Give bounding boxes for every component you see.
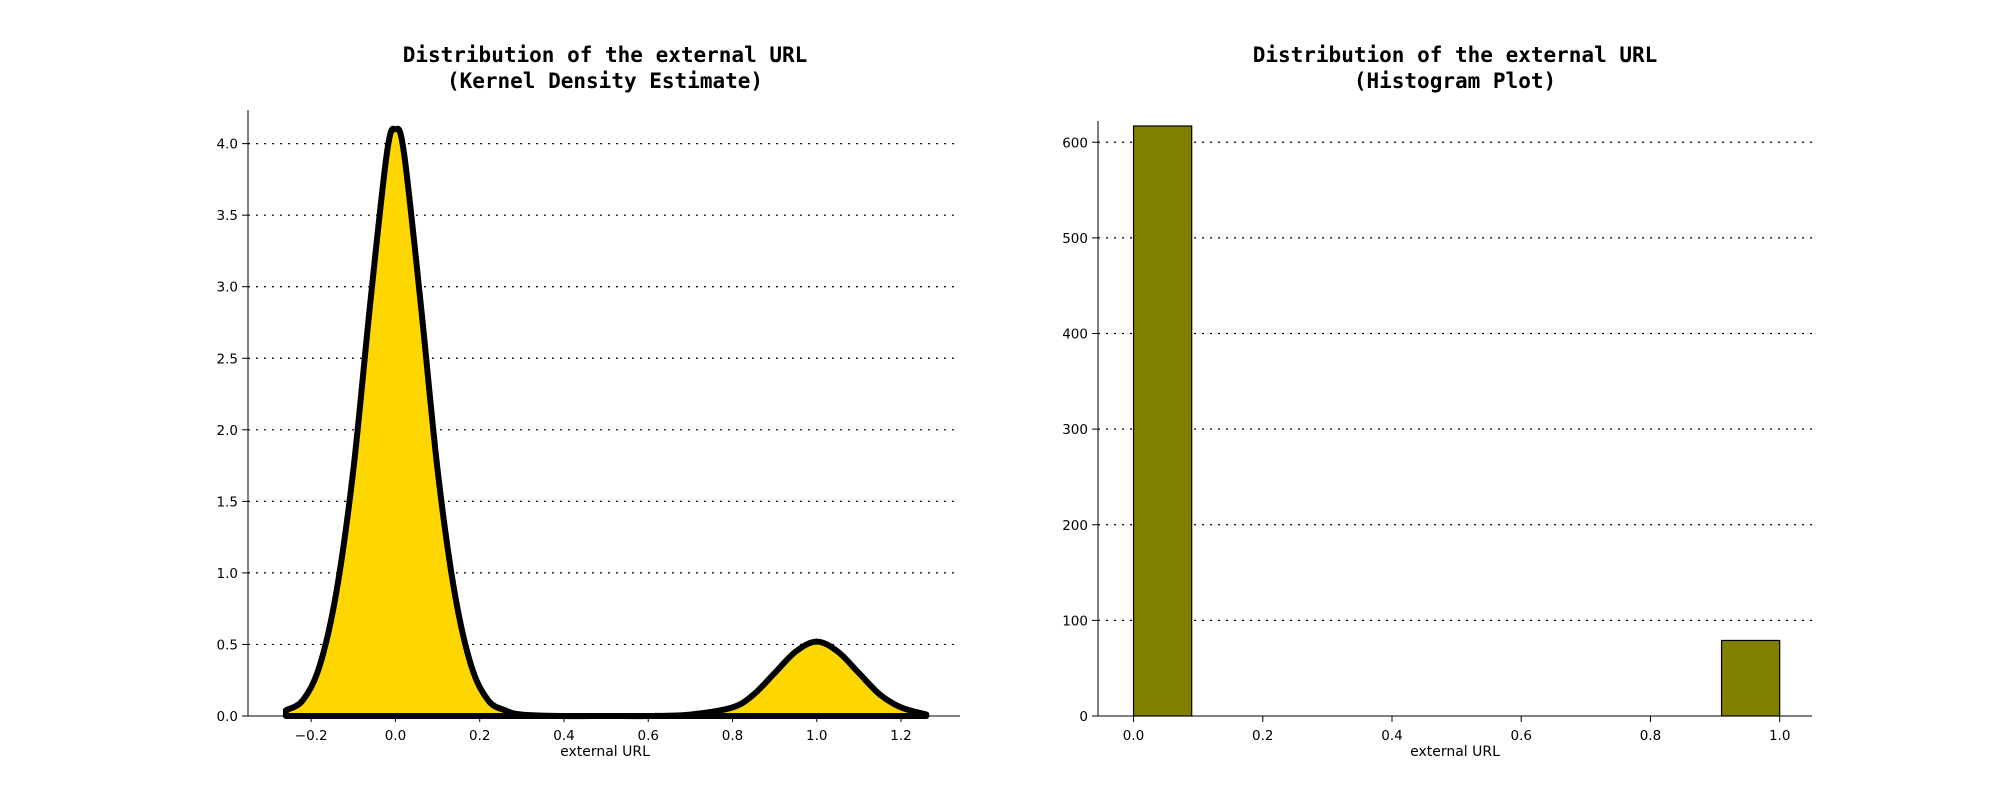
kde-x-tick-label: 0.8 bbox=[722, 728, 743, 744]
kde-density-fill bbox=[285, 128, 927, 717]
kde-y-tick-label: 2.0 bbox=[217, 423, 238, 439]
kde-y-tick-label: 0.0 bbox=[217, 709, 238, 725]
kde-y-tick-label: 0.5 bbox=[217, 637, 238, 653]
histogram-chart: Distribution of the external URL (Histog… bbox=[1062, 43, 1812, 760]
kde-x-tick-label: 0.2 bbox=[469, 728, 490, 744]
hist-y-tick-label: 0 bbox=[1079, 709, 1088, 725]
hist-title-line-1: Distribution of the external URL bbox=[1253, 43, 1658, 67]
hist-bar bbox=[1132, 125, 1193, 717]
hist-x-tick-label: 0.8 bbox=[1640, 728, 1661, 744]
kde-x-tick-label: 0.4 bbox=[553, 728, 574, 744]
kde-x-axis-label: external URL bbox=[560, 744, 650, 760]
hist-x-axis-label: external URL bbox=[1410, 744, 1500, 760]
kde-x-tick-label: 1.0 bbox=[806, 728, 827, 744]
kde-y-tick-label: 1.5 bbox=[217, 494, 238, 510]
hist-y-tick-label: 400 bbox=[1062, 327, 1088, 343]
hist-y-tick-label: 300 bbox=[1062, 422, 1088, 438]
kde-y-tick-label: 1.0 bbox=[217, 566, 238, 582]
kde-x-tick-label: −0.2 bbox=[295, 728, 328, 744]
hist-y-tick-label: 500 bbox=[1062, 231, 1088, 247]
hist-y-tick-label: 100 bbox=[1062, 613, 1088, 629]
hist-x-tick-label: 0.0 bbox=[1123, 728, 1144, 744]
kde-x-tick-label: 0.6 bbox=[637, 728, 658, 744]
hist-title-line-2: (Histogram Plot) bbox=[1354, 69, 1556, 93]
kde-y-tick-label: 3.0 bbox=[217, 280, 238, 296]
hist-x-tick-label: 0.4 bbox=[1381, 728, 1402, 744]
kde-x-tick-label: 1.2 bbox=[890, 728, 911, 744]
kde-title-line-2: (Kernel Density Estimate) bbox=[447, 69, 763, 93]
kde-x-tick-label: 0.0 bbox=[385, 728, 406, 744]
hist-x-tick-label: 1.0 bbox=[1769, 728, 1790, 744]
kde-y-tick-label: 2.5 bbox=[217, 351, 238, 367]
hist-x-tick-label: 0.2 bbox=[1252, 728, 1273, 744]
kde-y-tick-label: 4.0 bbox=[217, 137, 238, 153]
hist-y-tick-label: 600 bbox=[1062, 135, 1088, 151]
hist-x-tick-label: 0.6 bbox=[1510, 728, 1531, 744]
hist-y-tick-label: 200 bbox=[1062, 518, 1088, 534]
kde-title-line-1: Distribution of the external URL bbox=[403, 43, 808, 67]
kde-y-tick-label: 3.5 bbox=[217, 208, 238, 224]
kde-chart: Distribution of the external URL (Kernel… bbox=[217, 43, 960, 760]
hist-bar bbox=[1720, 639, 1781, 717]
kde-density-line bbox=[282, 125, 930, 720]
